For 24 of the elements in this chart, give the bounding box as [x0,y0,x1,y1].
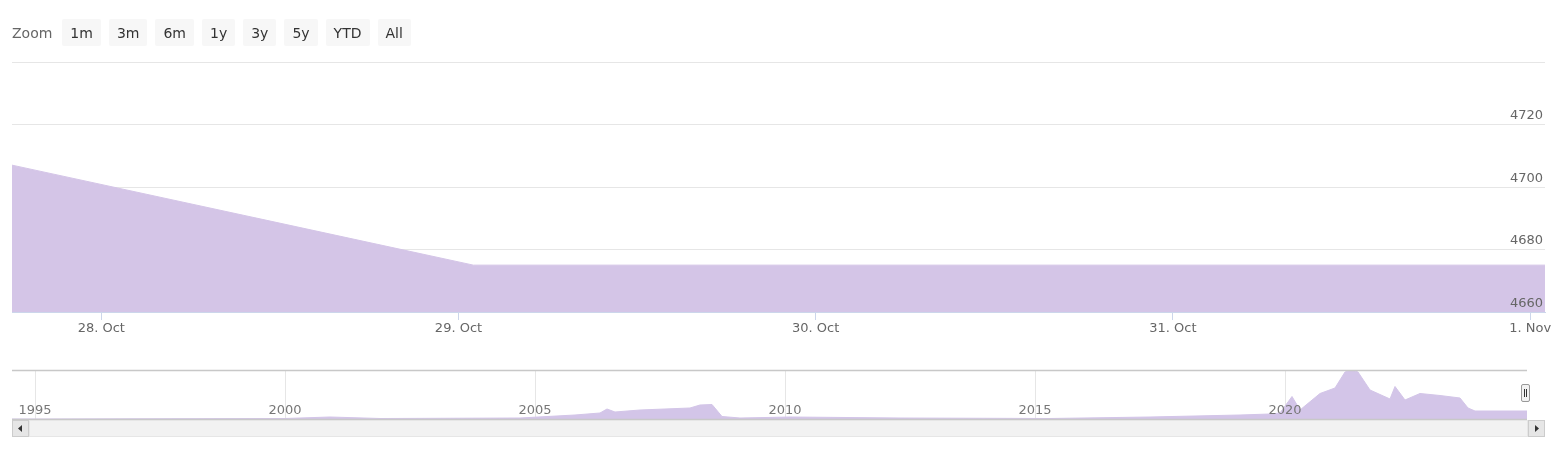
x-tick-label: 2005 [518,401,552,417]
text: YTD [325,19,370,46]
text: 1y [202,19,236,46]
x-tick-label: 31. Oct [1149,319,1197,335]
x-tick-label: 29. Oct [434,319,483,335]
x-tick-label: 30. Oct [792,319,840,335]
text: 3m [108,19,148,46]
text: 6m [155,19,194,46]
x-tick-label: 2020 [1268,401,1302,417]
x-tick-label: 2010 [768,401,802,417]
x-tick-label: 2015 [1018,401,1052,417]
text: 1m [62,19,101,46]
y-tick-label: 4660 [1509,294,1543,310]
x-tick-label: 1. Nov [1509,319,1552,335]
x-tick-label: 2000 [268,401,302,417]
text: 5y [284,19,318,46]
text: Zoom [12,24,53,41]
y-tick-label: 4720 [1509,107,1543,123]
x-tick-label: 1995 [18,401,52,417]
text: 3y [243,19,277,46]
text: All [377,19,411,46]
y-tick-label: 4680 [1509,232,1543,248]
y-tick-label: 4700 [1509,169,1543,185]
x-tick-label: 28. Oct [77,319,125,335]
